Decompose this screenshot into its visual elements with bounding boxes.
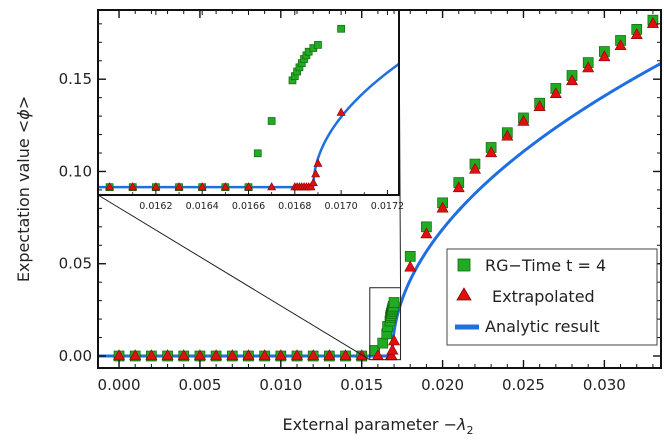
inset-data-point-rg-time [337,24,345,33]
data-point-extrapolated [323,349,336,361]
inset-data-point-extrapolated [308,177,318,187]
data-point-extrapolated [339,349,352,361]
data-point-rg-time [404,251,416,262]
zoom-connector-line [97,194,371,361]
legend-box [446,248,658,346]
inset-x-tick-label: 0.0162 [139,201,172,212]
inset-background [98,10,399,195]
data-point-extrapolated [258,349,271,361]
x-tick-label: 0.000 [98,376,141,394]
data-point-extrapolated [566,74,579,86]
inset-data-point-extrapolated [267,182,277,191]
x-axis-title: External parameter −λ2 [283,415,474,437]
y-tick-label: 0.10 [59,162,92,180]
inset-data-point-extrapolated [174,182,184,191]
inset-data-point-rg-time [267,117,276,125]
legend-label-extrapolated: Extrapolated [492,287,595,306]
legend-label-rg-time: RG−Time t = 4 [485,256,606,275]
inset-data-point-extrapolated [220,182,230,191]
data-point-extrapolated [177,349,190,361]
data-point-extrapolated [388,334,401,346]
data-point-extrapolated [517,114,530,126]
x-tick-label: 0.030 [583,376,626,394]
inset-data-point-rg-time [314,41,322,49]
data-point-extrapolated [598,50,611,62]
data-point-extrapolated [436,201,449,213]
legend-marker-rg-time [457,258,471,272]
inset-data-point-extrapolated [151,182,161,191]
data-point-extrapolated [501,129,514,141]
data-point-extrapolated [420,227,433,239]
x-tick-label: 0.020 [421,376,464,394]
data-point-extrapolated [242,349,255,361]
data-point-extrapolated [582,61,595,73]
data-point-extrapolated [226,349,239,361]
inset-data-point-extrapolated [243,182,254,191]
legend-label-analytic: Analytic result [485,317,600,336]
data-point-rg-time [377,337,389,349]
data-point-extrapolated [404,260,417,272]
data-point-rg-time [388,297,400,308]
data-point-extrapolated [549,87,562,99]
x-tick-label: 0.015 [340,376,383,394]
inset-data-point-extrapolated [306,182,316,191]
y-axis-title: Expectation value <ϕ> [14,96,33,282]
inset-x-tick-label: 0.0166 [232,201,265,212]
inset-data-point-rg-time [253,149,262,158]
y-tick-label: 0.05 [59,255,92,273]
data-point-extrapolated [274,349,287,361]
data-point-extrapolated [630,28,643,39]
inset-data-point-extrapolated [128,182,138,191]
x-tick-label: 0.005 [178,376,221,394]
x-tick-label: 0.010 [259,376,302,394]
inset-x-tick-label: 0.0172 [371,201,404,212]
data-point-extrapolated [386,343,399,355]
data-point-extrapolated [129,349,142,361]
data-point-extrapolated [485,146,498,158]
inset-x-tick-label: 0.0168 [278,201,311,212]
data-point-extrapolated [113,349,126,361]
data-point-extrapolated [614,39,627,51]
data-point-extrapolated [452,181,465,193]
data-point-extrapolated [468,162,481,174]
data-point-extrapolated [646,17,659,28]
inset-data-point-extrapolated [336,107,346,116]
inset-plot: 0.0162 0.0164 0.0166 0.0168 0.0170 0.0172 [97,9,404,212]
inset-data-point-extrapolated [313,158,323,167]
data-point-extrapolated [290,349,304,361]
legend: RG−Time t = 4 Extrapolated Analytic resu… [446,248,658,346]
plot-frame [97,9,662,369]
data-point-extrapolated [145,349,158,361]
legend-marker-extrapolated [456,287,472,301]
zoom-region-box [369,287,402,361]
data-point-extrapolated [193,349,206,361]
data-point-extrapolated [533,100,546,111]
data-point-extrapolated [210,349,223,361]
data-point-extrapolated [307,349,320,361]
y-tick-label: 0.00 [59,347,92,365]
inset-x-tick-label: 0.0170 [324,201,357,212]
inset-x-tick-label: 0.0164 [186,201,219,212]
inset-data-point-extrapolated [311,169,321,178]
inset-data-point-extrapolated [197,182,207,191]
data-point-extrapolated [161,349,174,361]
inset-data-point-extrapolated [105,182,115,191]
x-tick-label: 0.025 [502,376,545,394]
y-tick-label: 0.15 [59,70,92,88]
